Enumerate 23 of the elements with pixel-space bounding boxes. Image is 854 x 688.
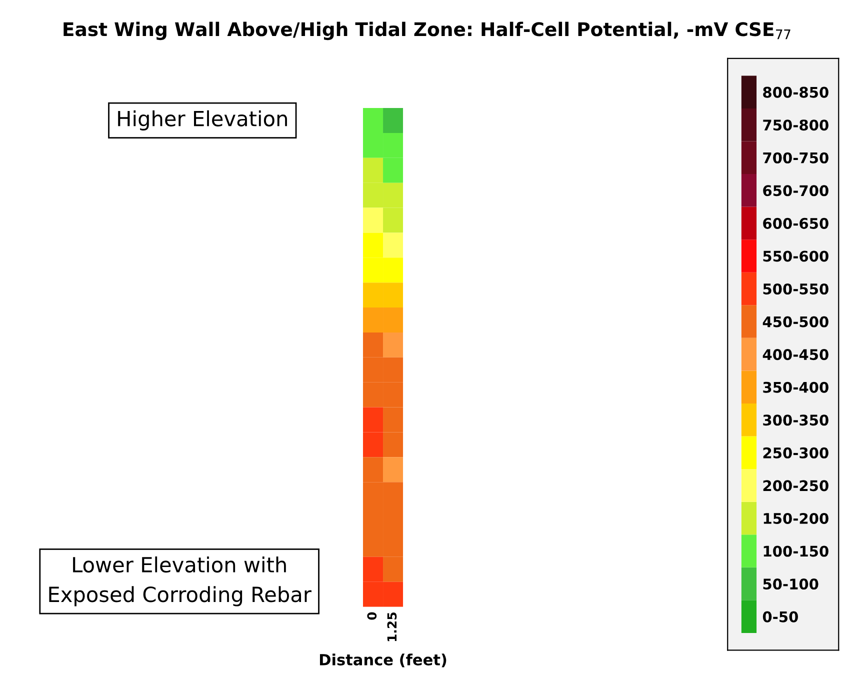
color-bar-label: 650-700 [763, 185, 828, 196]
color-bar-label: 450-500 [762, 316, 828, 328]
text: Higher Elevation [118, 110, 287, 130]
x-tick-label: 1.25 [387, 612, 397, 642]
color-bar-label: 150-200 [764, 512, 828, 524]
color-bar-label: 50-100 [763, 578, 818, 590]
x-axis-title: Distance (feet) [320, 654, 446, 668]
color-bar-label: 800-850 [763, 86, 828, 98]
color-bar-label: 0-50 [762, 611, 798, 622]
color-bar-label: 300-350 [763, 414, 828, 426]
color-bar-label: 700-750 [763, 152, 828, 164]
color-bar-label: 100-150 [764, 546, 828, 557]
color-bar-label: 400-450 [762, 349, 828, 360]
color-bar-label: 200-250 [763, 480, 828, 492]
color-bar-label: 500-550 [763, 283, 828, 295]
chart-title: East Wing Wall Above/High Tidal Zone: Half-Cell Potential, -mV CSE$_{77}$ [64, 22, 790, 40]
color-bar-label: 350-400 [763, 382, 828, 393]
color-bar-label: 600-650 [763, 218, 828, 229]
color-bar-label: 550-600 [763, 250, 828, 262]
color-bar-label: 750-800 [763, 120, 828, 131]
text: Lower Elevation with Exposed Corroding Rebar [49, 556, 312, 606]
color-bar-label: 250-300 [763, 447, 828, 458]
x-tick-label: 0 [367, 612, 377, 620]
